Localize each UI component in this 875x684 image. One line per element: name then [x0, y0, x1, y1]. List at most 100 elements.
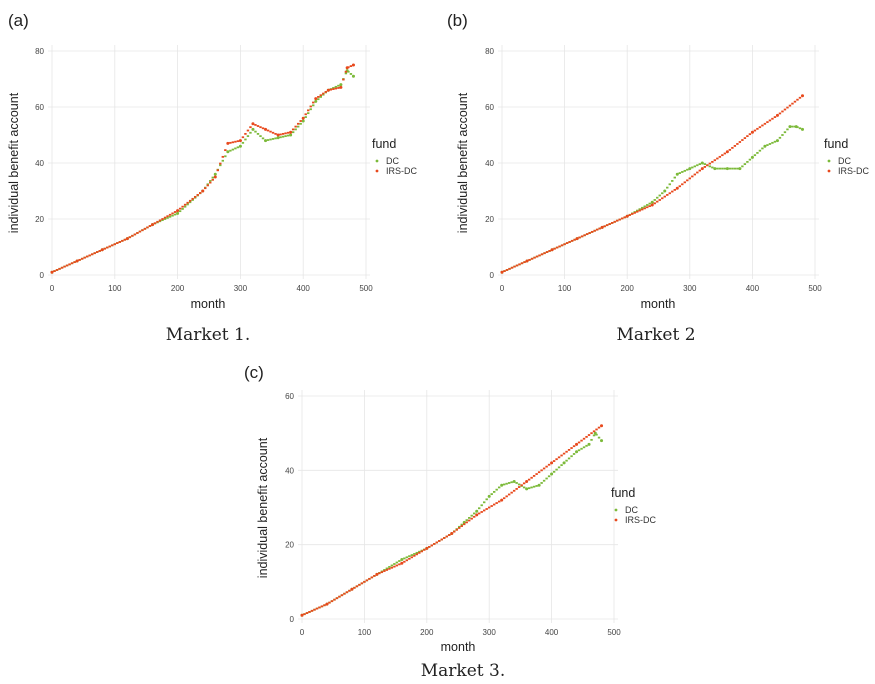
- x-tick-label: 0: [300, 628, 305, 637]
- series-marker: [133, 233, 137, 236]
- y-tick-label: 0: [290, 615, 295, 624]
- series-marker: [188, 201, 192, 204]
- series-marker: [651, 201, 654, 204]
- series-marker: [236, 140, 240, 143]
- series-marker: [537, 484, 541, 487]
- series-marker: [320, 605, 324, 608]
- series-marker: [520, 484, 523, 487]
- series-marker: [542, 479, 546, 482]
- series-marker: [261, 137, 265, 140]
- series-marker: [595, 433, 598, 436]
- series-marker: [525, 260, 529, 262]
- series-marker: [552, 470, 556, 473]
- series-marker: [440, 538, 443, 541]
- series-marker: [284, 132, 287, 135]
- series-marker: [495, 488, 498, 491]
- series-marker: [352, 64, 355, 66]
- series-marker: [560, 464, 563, 467]
- series-marker: [708, 165, 712, 168]
- series-marker: [565, 450, 568, 453]
- y-tick-label: 40: [285, 466, 294, 475]
- series-marker: [545, 251, 549, 253]
- series-marker: [388, 566, 391, 568]
- series-marker: [327, 89, 330, 92]
- series-marker: [455, 528, 458, 531]
- series-marker: [575, 443, 578, 446]
- series-marker: [216, 169, 219, 172]
- series-marker: [55, 269, 59, 271]
- series-marker: [488, 495, 491, 498]
- series-marker: [181, 208, 184, 210]
- series-marker: [553, 247, 556, 250]
- series-marker: [668, 183, 671, 186]
- series-marker: [490, 505, 493, 507]
- series-marker: [522, 486, 526, 489]
- series-marker: [557, 456, 561, 459]
- series-marker: [296, 122, 300, 125]
- series-marker: [239, 145, 242, 148]
- series-marker: [264, 128, 267, 131]
- series-marker: [226, 150, 230, 153]
- series-marker: [339, 83, 343, 86]
- series-marker: [463, 523, 466, 526]
- series-marker: [410, 556, 414, 559]
- series-marker: [368, 577, 371, 580]
- series-marker: [168, 213, 172, 216]
- series-marker: [380, 571, 384, 574]
- series-marker: [281, 135, 285, 138]
- series-marker: [643, 205, 646, 208]
- series-marker: [226, 142, 230, 145]
- x-axis-title: month: [441, 640, 476, 654]
- series-marker: [550, 462, 553, 464]
- series-marker: [78, 258, 81, 261]
- series-marker: [761, 124, 764, 127]
- legend-label: DC: [625, 505, 638, 515]
- series-marker: [473, 515, 476, 518]
- series-marker: [304, 116, 307, 118]
- series-marker: [241, 141, 245, 144]
- x-tick-label: 200: [171, 284, 185, 293]
- series-marker: [801, 94, 804, 97]
- series-marker: [718, 167, 722, 170]
- series-marker: [570, 239, 574, 242]
- series-marker: [312, 104, 315, 107]
- series-marker: [636, 210, 639, 213]
- series-marker: [656, 200, 659, 203]
- series-marker: [126, 237, 129, 240]
- series-marker: [358, 583, 361, 586]
- series-marker: [106, 246, 109, 249]
- series-marker: [532, 485, 536, 488]
- series-marker: [663, 195, 666, 198]
- series-marker: [502, 483, 506, 486]
- series-marker: [547, 475, 551, 478]
- series-marker: [383, 569, 386, 571]
- series-marker: [533, 256, 536, 259]
- series-marker: [279, 136, 282, 139]
- series-marker: [88, 254, 91, 257]
- panel-label: (b): [447, 11, 468, 30]
- series-marker: [801, 128, 804, 131]
- y-tick-label: 60: [285, 392, 294, 401]
- series-marker: [600, 226, 604, 229]
- series-marker: [788, 104, 792, 107]
- series-marker: [463, 521, 466, 524]
- x-axis-title: month: [191, 297, 226, 311]
- series-marker: [241, 136, 245, 139]
- series-marker: [199, 192, 202, 194]
- series-marker: [158, 219, 162, 222]
- series-marker: [485, 498, 488, 501]
- series-marker: [161, 219, 164, 222]
- series-marker: [718, 155, 722, 158]
- series-marker: [403, 557, 406, 560]
- series-marker: [510, 266, 514, 269]
- legend-key: [614, 508, 618, 512]
- series-marker: [318, 606, 321, 609]
- series-marker: [286, 134, 290, 137]
- series-marker: [229, 141, 232, 144]
- series-marker: [590, 438, 593, 441]
- series-marker: [598, 227, 601, 230]
- series-marker: [666, 186, 669, 189]
- chart-panel-1: 0 100 200 300 400 500 0 20 40 60 80 month individual…: [7, 11, 417, 345]
- y-axis-title: individual benefit account: [256, 437, 270, 578]
